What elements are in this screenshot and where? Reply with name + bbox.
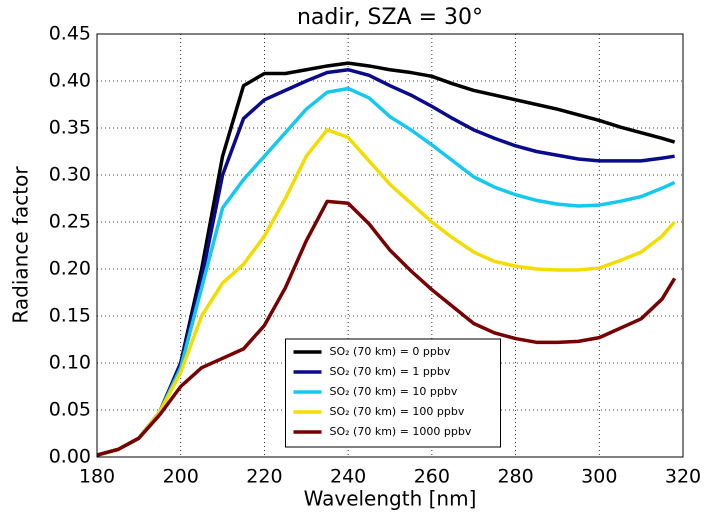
legend-label: SO₂ (70 km) = 0 ppbv xyxy=(330,345,451,358)
legend-label: SO₂ (70 km) = 100 ppbv xyxy=(330,405,465,418)
y-tick-label: 0.20 xyxy=(49,258,91,280)
x-tick-label: 220 xyxy=(246,466,282,488)
x-tick-label: 260 xyxy=(414,466,450,488)
x-tick-label: 280 xyxy=(497,466,533,488)
x-tick-label: 240 xyxy=(330,466,366,488)
y-tick-label: 0.25 xyxy=(49,211,91,233)
x-tick-label: 200 xyxy=(163,466,199,488)
y-tick-label: 0.15 xyxy=(49,305,91,327)
x-tick-label: 320 xyxy=(665,466,701,488)
y-tick-label: 0.35 xyxy=(49,117,91,139)
legend-label: SO₂ (70 km) = 1000 ppbv xyxy=(330,425,472,438)
data-line xyxy=(96,199,677,457)
plot-frame xyxy=(96,33,684,458)
x-axis-label: Wavelength [nm] xyxy=(304,487,477,511)
x-tick-label: 180 xyxy=(79,466,115,488)
data-line xyxy=(96,128,676,457)
y-tick-label: 0.00 xyxy=(49,446,91,468)
y-tick-label: 0.05 xyxy=(49,399,91,421)
chart-title: nadir, SZA = 30° xyxy=(297,5,483,30)
y-axis-label: Radiance factor xyxy=(9,166,33,324)
x-tick-label: 300 xyxy=(581,466,617,488)
y-tick-label: 0.40 xyxy=(49,70,91,92)
y-tick-label: 0.45 xyxy=(49,23,91,45)
y-tick-label: 0.30 xyxy=(49,164,91,186)
data-line xyxy=(96,67,675,457)
legend-label: SO₂ (70 km) = 10 ppbv xyxy=(330,385,458,398)
y-tick-label: 0.10 xyxy=(49,352,91,374)
data-line xyxy=(96,86,676,457)
legend-label: SO₂ (70 km) = 1 ppbv xyxy=(330,365,451,378)
